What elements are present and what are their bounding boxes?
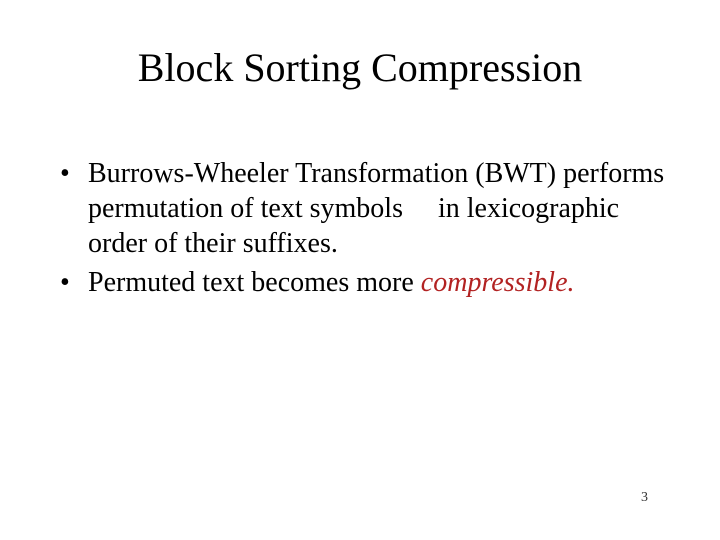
page-number: 3 bbox=[641, 490, 648, 506]
slide-body: Burrows-Wheeler Transformation (BWT) per… bbox=[60, 156, 670, 304]
bullet-text-emph: compressible. bbox=[421, 267, 575, 298]
bullet-text-prefix: Burrows-Wheeler Transformation (BWT) per… bbox=[88, 158, 664, 259]
list-item: Permuted text becomes more compressible. bbox=[60, 265, 670, 300]
bullet-list: Burrows-Wheeler Transformation (BWT) per… bbox=[60, 156, 670, 300]
list-item: Burrows-Wheeler Transformation (BWT) per… bbox=[60, 156, 670, 261]
bullet-text-prefix: Permuted text becomes more bbox=[88, 267, 421, 298]
slide-title: Block Sorting Compression bbox=[0, 44, 720, 91]
slide: Block Sorting Compression Burrows-Wheele… bbox=[0, 0, 720, 540]
